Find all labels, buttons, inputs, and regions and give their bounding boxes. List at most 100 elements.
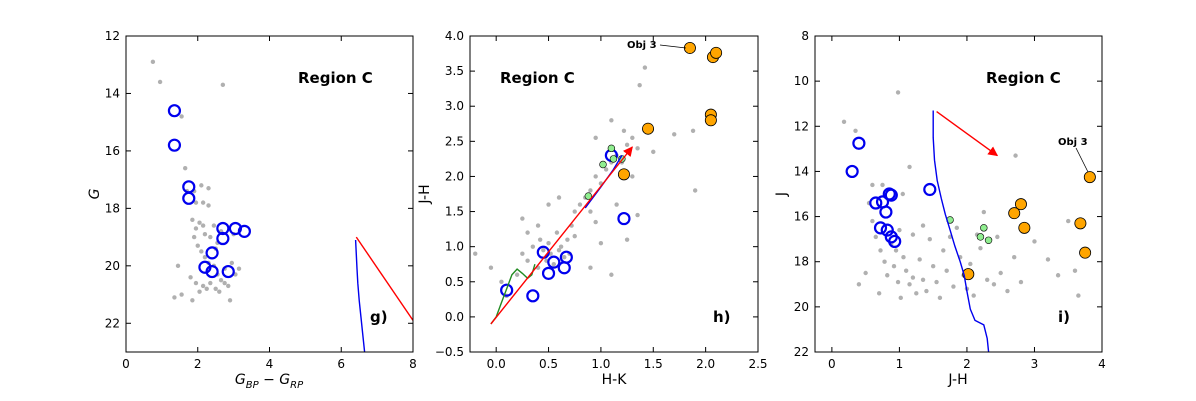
field-star-point (195, 243, 200, 248)
field-star-point (150, 59, 156, 65)
yso-point (182, 191, 196, 205)
field-star-point (200, 200, 206, 205)
yso-point (884, 188, 898, 202)
field-star-point (182, 165, 188, 171)
field-star-point (577, 202, 583, 207)
field-star-point (991, 282, 997, 287)
field-star-point (598, 240, 604, 246)
field-star-point (572, 209, 577, 214)
field-star-point (562, 255, 567, 260)
field-star-point (175, 263, 181, 269)
field-star-point (546, 240, 551, 246)
field-star-point (971, 293, 976, 298)
panel-h-ticks: 0.0 0.5 1.0 1.5 2.0 2.5 −0.5 0.0 0.5 1.0 1.5 2.0 2.5… (435, 29, 768, 371)
xtick-label: 2 (194, 357, 202, 371)
yso-point (845, 164, 859, 179)
xtick-label: 0.5 (539, 357, 558, 371)
yso-point (557, 261, 571, 275)
ytick-label: 0.5 (445, 275, 464, 289)
field-star-point (193, 200, 199, 205)
reddening-line (490, 146, 633, 325)
red-source-point (1079, 246, 1092, 259)
field-star-point (981, 209, 987, 215)
field-star-point (193, 226, 199, 231)
panel-g-ticks: 0 2 4 6 8 12 14 16 18 20 22 (105, 29, 417, 371)
field-star-point (213, 286, 218, 291)
red-source-point (617, 168, 630, 181)
ytick-label: 14 (794, 164, 809, 178)
field-star-point (190, 217, 195, 223)
ytick-label: 22 (105, 316, 120, 330)
field-star-point (609, 272, 614, 277)
panel-i-ylabel: J (774, 192, 790, 197)
yso-point (205, 246, 219, 260)
ytick-label: 16 (105, 144, 120, 158)
field-star-point (588, 188, 593, 193)
panel-h-frame (469, 35, 759, 353)
field-star-point (473, 251, 478, 256)
ytick-label: 0.0 (445, 310, 464, 324)
field-star-point (191, 234, 197, 240)
red-source-point (642, 122, 655, 135)
yso-point (559, 250, 573, 264)
panel-h-annotation-leader (659, 44, 687, 49)
yso-point (869, 196, 883, 210)
field-star-point (1066, 218, 1071, 224)
field-star-point (900, 191, 905, 197)
xtick-label: 2.5 (748, 357, 767, 371)
field-star-point (1018, 279, 1024, 285)
field-star-point (1055, 273, 1061, 278)
class2-point (609, 155, 618, 163)
field-star-point (222, 280, 227, 286)
class2-point (984, 236, 993, 244)
field-star-point (870, 182, 875, 188)
field-star-point (541, 247, 546, 253)
field-star-point (885, 273, 890, 278)
field-star-point (211, 223, 217, 228)
panel-i-lines (932, 110, 999, 352)
field-star-point (920, 277, 926, 282)
yso-point (888, 234, 902, 248)
field-star-point (193, 280, 199, 286)
field-star-point (588, 209, 593, 214)
panel-g-points (150, 59, 251, 303)
field-star-point (878, 248, 883, 253)
panel-h-lines (490, 146, 633, 325)
panel-i-panel-label: i) (1058, 308, 1070, 326)
field-star-point (910, 232, 916, 237)
field-star-point (197, 289, 202, 294)
field-star-point (226, 283, 231, 289)
panel-i-points (841, 90, 1096, 301)
yso-point (873, 221, 888, 235)
field-star-point (554, 230, 560, 235)
field-star-point (910, 275, 916, 280)
field-star-point (944, 268, 949, 273)
panel-h-xlabel: H-K (602, 372, 628, 388)
field-star-point (930, 264, 936, 269)
locus-line (490, 264, 536, 325)
field-star-point (556, 195, 562, 200)
xtick-label: 2.0 (696, 357, 715, 371)
field-star-point (229, 260, 235, 266)
field-star-point (1076, 293, 1081, 298)
field-star-point (551, 262, 556, 267)
field-star-point (1012, 255, 1017, 260)
yso-point (879, 205, 893, 219)
field-star-point (1045, 257, 1051, 262)
panel-h: 0.0 0.5 1.0 1.5 2.0 2.5 −0.5 0.0 0.5 1.0 1.5 2.0 2.5… (417, 29, 768, 388)
field-star-point (995, 234, 1000, 240)
field-star-point (199, 249, 204, 254)
yso-point (526, 289, 540, 303)
field-star-point (893, 248, 899, 253)
yso-point (541, 266, 556, 280)
field-star-point (200, 223, 206, 228)
field-star-point (692, 188, 698, 193)
yso-point (923, 182, 937, 197)
red-source-point (1018, 221, 1031, 234)
field-star-point (614, 202, 619, 207)
field-star-point (157, 79, 163, 85)
field-star-point (951, 284, 956, 289)
field-star-point (603, 167, 609, 172)
